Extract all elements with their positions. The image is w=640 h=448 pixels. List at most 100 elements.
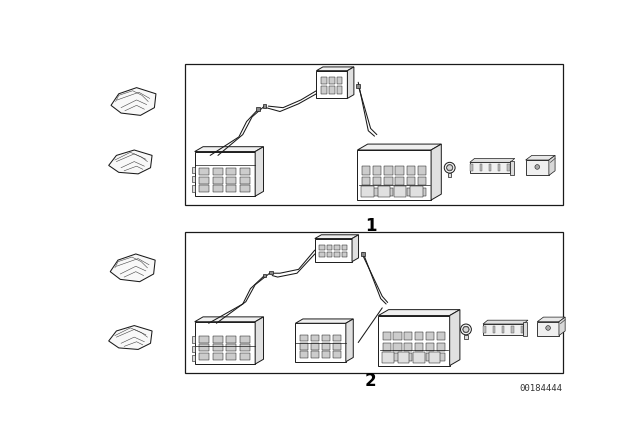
- Polygon shape: [195, 151, 255, 196]
- Bar: [394, 186, 406, 197]
- Bar: [406, 177, 415, 185]
- Bar: [212, 353, 223, 360]
- Bar: [300, 335, 308, 341]
- Text: 2: 2: [365, 372, 376, 390]
- Bar: [493, 326, 495, 333]
- Polygon shape: [358, 150, 431, 200]
- Bar: [437, 332, 445, 340]
- Bar: [199, 185, 209, 192]
- Bar: [448, 173, 451, 177]
- Bar: [212, 177, 223, 184]
- Bar: [362, 167, 370, 175]
- Bar: [327, 252, 332, 257]
- Bar: [378, 186, 390, 197]
- Bar: [256, 107, 260, 111]
- Polygon shape: [296, 319, 353, 323]
- Bar: [415, 332, 423, 340]
- Bar: [191, 355, 195, 361]
- Bar: [191, 176, 195, 182]
- Polygon shape: [549, 155, 555, 176]
- Bar: [479, 164, 482, 172]
- Bar: [383, 343, 390, 351]
- Bar: [396, 167, 404, 175]
- Polygon shape: [316, 67, 354, 71]
- Polygon shape: [255, 317, 264, 364]
- Bar: [240, 168, 250, 175]
- Bar: [410, 186, 422, 197]
- Bar: [406, 167, 415, 175]
- Bar: [342, 252, 347, 257]
- Bar: [418, 188, 426, 196]
- Bar: [227, 168, 236, 175]
- Polygon shape: [378, 315, 450, 366]
- Bar: [470, 164, 472, 172]
- Polygon shape: [431, 144, 442, 200]
- Bar: [525, 160, 549, 176]
- Bar: [319, 245, 325, 250]
- Circle shape: [535, 165, 540, 169]
- Polygon shape: [450, 310, 460, 366]
- Bar: [227, 336, 236, 343]
- Bar: [342, 245, 347, 250]
- Bar: [334, 252, 340, 257]
- Bar: [508, 164, 509, 172]
- Polygon shape: [352, 235, 358, 262]
- Polygon shape: [195, 322, 255, 364]
- Bar: [483, 326, 486, 333]
- Circle shape: [447, 165, 452, 171]
- Bar: [356, 84, 360, 88]
- Polygon shape: [195, 146, 264, 151]
- Bar: [333, 351, 341, 358]
- Bar: [191, 345, 195, 352]
- Bar: [191, 185, 195, 192]
- Bar: [334, 245, 340, 250]
- Bar: [415, 353, 423, 362]
- Bar: [184, 233, 563, 373]
- Polygon shape: [378, 310, 460, 315]
- Bar: [322, 335, 330, 341]
- Bar: [240, 177, 250, 184]
- Bar: [191, 336, 195, 343]
- Circle shape: [546, 326, 550, 330]
- Bar: [426, 343, 434, 351]
- Bar: [502, 326, 504, 333]
- Bar: [437, 353, 445, 362]
- Bar: [470, 162, 510, 173]
- Bar: [384, 188, 392, 196]
- Bar: [199, 353, 209, 360]
- Bar: [404, 332, 412, 340]
- Bar: [520, 326, 523, 333]
- Polygon shape: [110, 254, 155, 282]
- Bar: [321, 77, 327, 84]
- Polygon shape: [109, 150, 152, 174]
- Bar: [321, 86, 327, 94]
- Bar: [310, 343, 319, 349]
- Bar: [489, 164, 491, 172]
- Polygon shape: [346, 319, 353, 362]
- Polygon shape: [255, 146, 264, 196]
- Bar: [227, 185, 236, 192]
- Bar: [300, 343, 308, 349]
- Bar: [404, 353, 412, 362]
- Polygon shape: [483, 320, 528, 324]
- Bar: [227, 345, 236, 351]
- Bar: [329, 86, 335, 94]
- Bar: [498, 164, 500, 172]
- Bar: [373, 167, 381, 175]
- Bar: [415, 343, 423, 351]
- Text: 00184444: 00184444: [519, 383, 562, 392]
- Bar: [397, 352, 410, 362]
- Bar: [333, 335, 341, 341]
- Bar: [319, 252, 325, 257]
- Polygon shape: [315, 235, 358, 238]
- Polygon shape: [195, 317, 264, 322]
- Bar: [362, 186, 374, 197]
- Bar: [337, 86, 342, 94]
- Polygon shape: [525, 155, 555, 160]
- Polygon shape: [315, 238, 352, 262]
- Bar: [426, 353, 434, 362]
- Bar: [227, 353, 236, 360]
- Polygon shape: [358, 144, 442, 150]
- Polygon shape: [537, 317, 565, 322]
- Polygon shape: [111, 88, 156, 116]
